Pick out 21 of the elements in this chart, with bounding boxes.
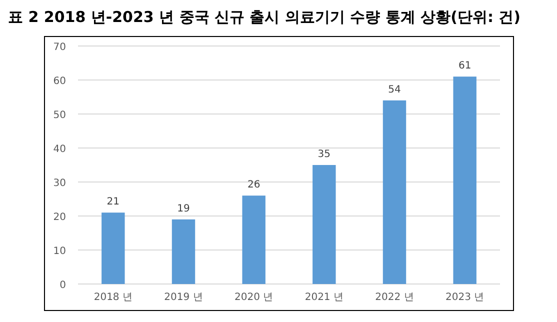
xtick: 2023 년: [446, 292, 484, 303]
xtick: 2019 년: [164, 292, 203, 303]
ytick: 20: [53, 212, 66, 223]
ytick: 60: [53, 76, 66, 87]
xtick: 2022 년: [375, 292, 414, 303]
ytick: 0: [60, 280, 66, 291]
ytick: 70: [53, 42, 66, 53]
ytick: 40: [53, 144, 66, 155]
data-label: 61: [458, 60, 472, 72]
data-label: 21: [106, 196, 120, 208]
ytick: 50: [53, 110, 66, 121]
xtick: 2018 년: [94, 292, 132, 303]
title: 표 2 2018 년-2023 년 중국 신규 출시 의료기기 수량 통계 상황(단위: 건): [8, 8, 521, 26]
data-label: 26: [247, 180, 260, 191]
ytick: 30: [53, 178, 66, 189]
data-label: 19: [177, 203, 190, 214]
xtick: 2021 년: [304, 292, 344, 303]
data-label: 35: [318, 149, 331, 160]
data-label: 54: [388, 84, 401, 96]
ytick: 10: [53, 246, 66, 257]
xtick: 2020 년: [234, 292, 274, 303]
